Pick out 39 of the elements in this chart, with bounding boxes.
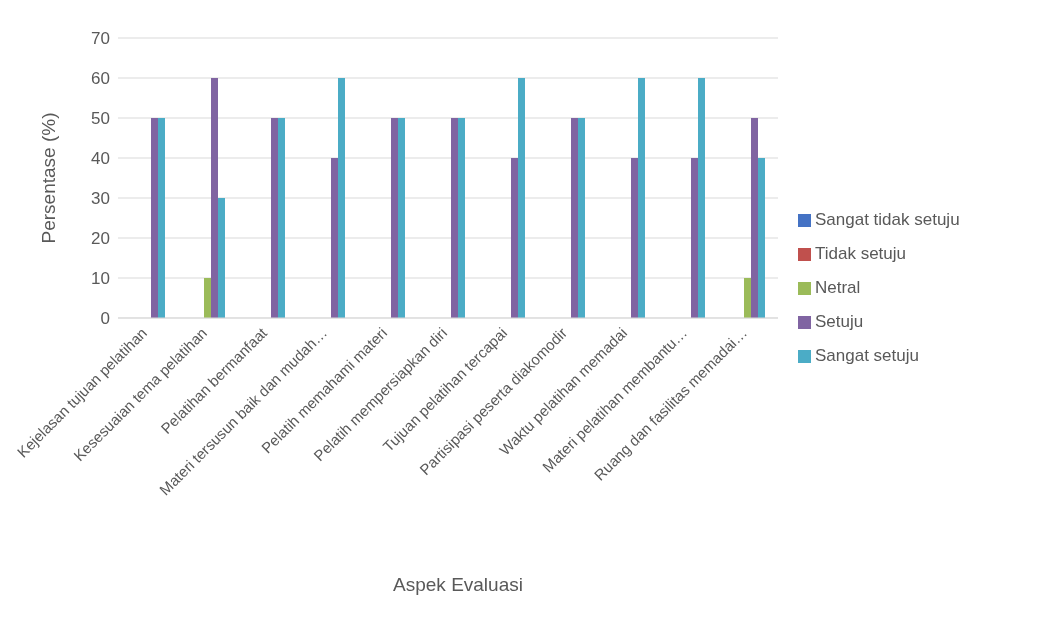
bar xyxy=(578,118,585,318)
y-tick-label: 10 xyxy=(91,269,110,289)
bar xyxy=(158,118,165,318)
legend-label: Setuju xyxy=(815,312,864,331)
y-tick-label: 60 xyxy=(91,69,110,89)
bar xyxy=(271,118,278,318)
bar xyxy=(511,158,518,318)
x-axis-title: Aspek Evaluasi xyxy=(392,574,524,596)
bar xyxy=(331,158,338,318)
bar xyxy=(458,118,465,318)
legend-label: Netral xyxy=(815,278,861,297)
bar xyxy=(571,118,578,318)
bar xyxy=(698,78,705,318)
bar xyxy=(391,118,398,318)
bar xyxy=(151,118,158,318)
y-tick-label: 30 xyxy=(91,189,110,209)
legend-label: Tidak setuju xyxy=(815,244,907,263)
bar xyxy=(518,78,525,318)
bar xyxy=(691,158,698,318)
bar xyxy=(451,118,458,318)
legend-label: Sangat setuju xyxy=(815,346,919,365)
y-tick-label: 0 xyxy=(100,309,110,329)
bar xyxy=(338,78,345,318)
bar xyxy=(211,78,218,318)
y-tick-label: 20 xyxy=(91,229,110,249)
bar xyxy=(751,118,758,318)
bar xyxy=(278,118,285,318)
bar xyxy=(204,278,211,318)
bar xyxy=(631,158,638,318)
bar xyxy=(398,118,405,318)
bar xyxy=(758,158,765,318)
y-tick-label: 70 xyxy=(91,29,110,49)
y-axis-title: Persentase (%) xyxy=(37,112,59,244)
legend-label: Sangat tidak setuju xyxy=(815,210,960,229)
y-tick-label: 50 xyxy=(91,109,110,129)
y-tick-label: 40 xyxy=(91,149,110,169)
bar xyxy=(218,198,225,318)
bar xyxy=(744,278,751,318)
bar xyxy=(638,78,645,318)
